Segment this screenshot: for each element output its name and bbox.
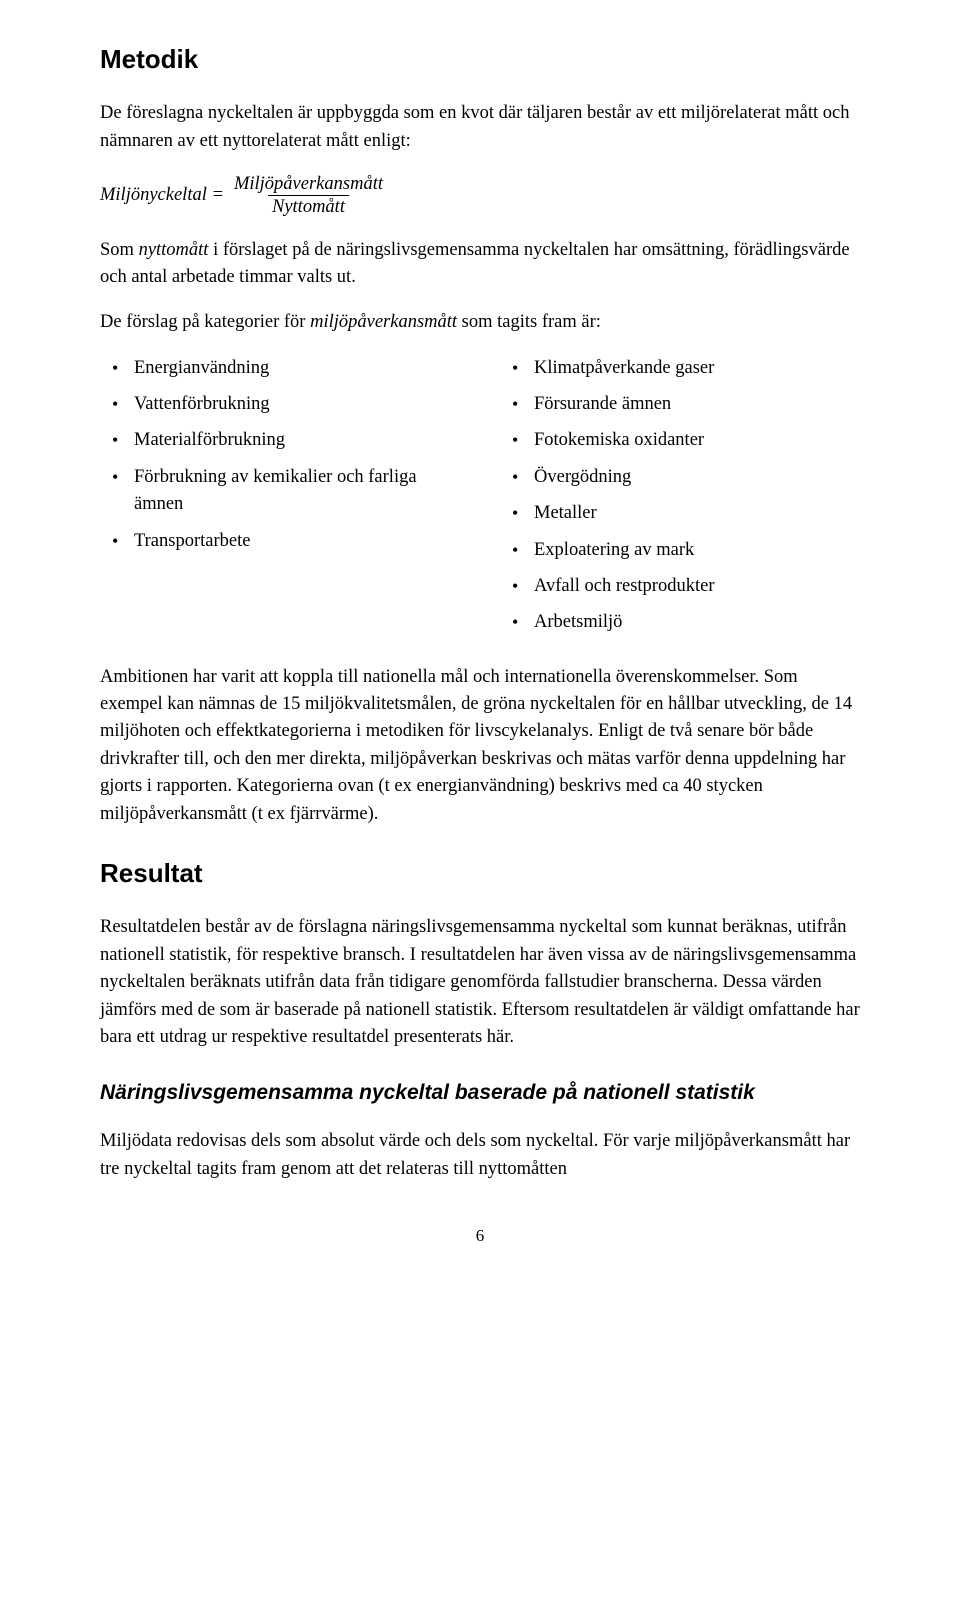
text-span: De förslag på kategorier för bbox=[100, 312, 310, 332]
text-span: Som bbox=[100, 240, 139, 260]
right-list: Klimatpåverkande gaser Försurande ämnen … bbox=[500, 355, 860, 637]
list-item: Materialförbrukning bbox=[100, 427, 460, 454]
para-miljodata: Miljödata redovisas dels som absolut vär… bbox=[100, 1128, 860, 1183]
page-number: 6 bbox=[100, 1223, 860, 1248]
list-item: Arbetsmiljö bbox=[500, 609, 860, 636]
italic-miljopaverkansmatt: miljöpåverkansmått bbox=[310, 312, 457, 332]
formula-numerator: Miljöpåverkansmått bbox=[230, 173, 387, 195]
formula-miljonyckeltal: Miljönyckeltal = Miljöpåverkansmått Nytt… bbox=[100, 173, 860, 218]
italic-nyttomatt: nyttomått bbox=[139, 240, 209, 260]
list-item: Metaller bbox=[500, 500, 860, 527]
list-item: Förbrukning av kemikalier och farliga äm… bbox=[100, 464, 460, 519]
left-column: Energianvändning Vattenförbrukning Mater… bbox=[100, 355, 460, 646]
text-span: i förslaget på de näringslivsgemensamma … bbox=[100, 240, 850, 287]
list-item: Klimatpåverkande gaser bbox=[500, 355, 860, 382]
list-item: Fotokemiska oxidanter bbox=[500, 427, 860, 454]
heading-metodik: Metodik bbox=[100, 40, 860, 78]
list-item: Energianvändning bbox=[100, 355, 460, 382]
para-resultat: Resultatdelen består av de förslagna när… bbox=[100, 914, 860, 1051]
para-ambition: Ambitionen har varit att koppla till nat… bbox=[100, 664, 860, 828]
list-item: Vattenförbrukning bbox=[100, 391, 460, 418]
para-som-nyttomatt: Som nyttomått i förslaget på de näringsl… bbox=[100, 237, 860, 292]
left-list: Energianvändning Vattenförbrukning Mater… bbox=[100, 355, 460, 555]
heading-resultat: Resultat bbox=[100, 854, 860, 892]
heading-subsection: Näringslivsgemensamma nyckeltal baserade… bbox=[100, 1077, 860, 1108]
right-column: Klimatpåverkande gaser Försurande ämnen … bbox=[500, 355, 860, 646]
text-span: som tagits fram är: bbox=[457, 312, 601, 332]
two-column-lists: Energianvändning Vattenförbrukning Mater… bbox=[100, 355, 860, 646]
list-item: Övergödning bbox=[500, 464, 860, 491]
list-item: Avfall och restprodukter bbox=[500, 573, 860, 600]
formula-fraction: Miljöpåverkansmått Nyttomått bbox=[230, 173, 387, 218]
para-forslag: De förslag på kategorier för miljöpåverk… bbox=[100, 309, 860, 336]
list-item: Transportarbete bbox=[100, 528, 460, 555]
para-intro: De föreslagna nyckeltalen är uppbyggda s… bbox=[100, 100, 860, 155]
list-item: Försurande ämnen bbox=[500, 391, 860, 418]
formula-denominator: Nyttomått bbox=[268, 195, 349, 218]
list-item: Exploatering av mark bbox=[500, 537, 860, 564]
formula-lhs: Miljönyckeltal = bbox=[100, 182, 224, 209]
